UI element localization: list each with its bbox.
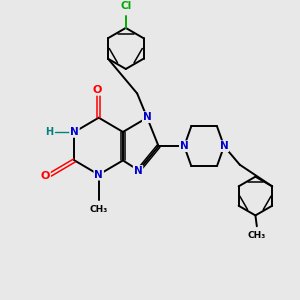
Text: CH₃: CH₃ — [90, 205, 108, 214]
Text: Cl: Cl — [120, 1, 131, 11]
Text: CH₃: CH₃ — [248, 231, 266, 240]
Text: O: O — [93, 85, 102, 95]
Text: N: N — [143, 112, 152, 122]
Text: N: N — [70, 127, 79, 137]
Text: N: N — [134, 166, 142, 176]
Text: N: N — [180, 141, 189, 151]
Text: N: N — [94, 170, 103, 180]
Text: H: H — [45, 127, 53, 137]
Text: N: N — [220, 141, 229, 151]
Text: O: O — [40, 171, 50, 181]
